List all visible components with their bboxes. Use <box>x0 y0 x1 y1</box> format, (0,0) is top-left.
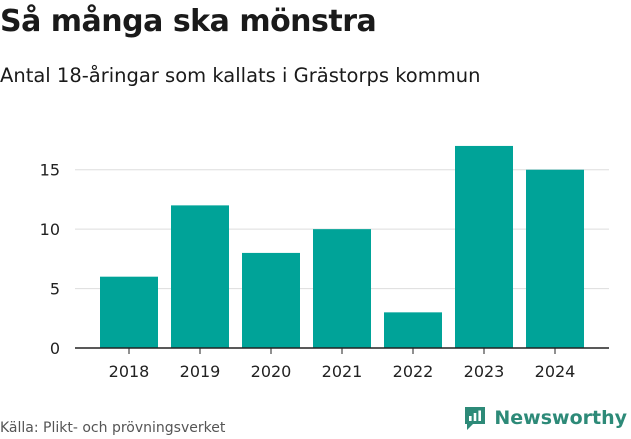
y-tick-label-15: 15 <box>40 161 60 180</box>
bar-2021 <box>313 229 371 348</box>
newsworthy-logo[interactable]: Newsworthy <box>462 405 627 431</box>
bar-2020 <box>242 252 300 348</box>
x-tick-label-2023: 2023 <box>464 362 505 381</box>
bar-2023 <box>455 145 513 348</box>
bar-2024 <box>526 169 584 348</box>
x-tick-label-2022: 2022 <box>393 362 434 381</box>
bar-2022 <box>384 312 442 348</box>
y-tick-label-0: 0 <box>50 339 60 358</box>
bar-chart: 0 5 10 15 2018 2019 2020 2021 2022 2023 2024 <box>40 145 609 381</box>
y-tick-label-5: 5 <box>50 280 60 299</box>
chart-subtitle: Antal 18-åringar som kallats i Grästorps… <box>0 64 481 87</box>
x-tick-label-2021: 2021 <box>322 362 363 381</box>
newsworthy-logo-text: Newsworthy <box>494 407 627 429</box>
bar-2019 <box>171 205 229 348</box>
bar-2018 <box>100 276 158 348</box>
x-tick-label-2024: 2024 <box>535 362 576 381</box>
x-tick-label-2018: 2018 <box>109 362 150 381</box>
source-note: Källa: Plikt- och prövningsverket <box>0 420 226 436</box>
chart-title: Så många ska mönstra <box>0 4 377 39</box>
x-tick-label-2019: 2019 <box>180 362 221 381</box>
y-tick-label-10: 10 <box>40 220 60 239</box>
newsworthy-logo-icon <box>465 407 486 430</box>
x-tick-label-2020: 2020 <box>251 362 292 381</box>
